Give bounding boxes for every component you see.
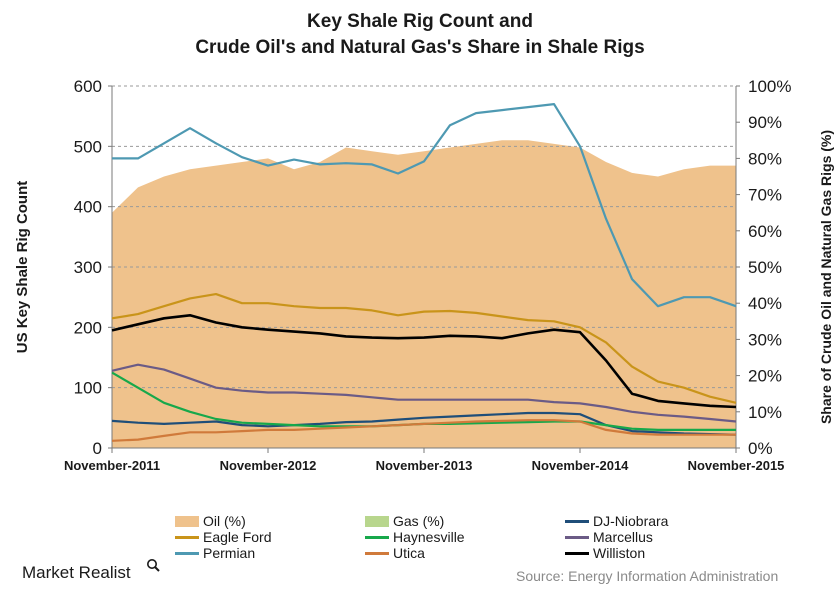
line-permian	[112, 102, 737, 308]
x-tick-label: November-2013	[376, 458, 473, 473]
chart-title: Key Shale Rig Count and	[307, 11, 533, 32]
y-axis-title: US Key Shale Rig Count	[14, 181, 31, 354]
x-tick-label: November-2011	[64, 458, 160, 473]
y-tick-label: 0	[93, 439, 102, 458]
y2-axis-title: Share of Crude Oil and Natural Gas Rigs …	[818, 130, 834, 424]
y2-tick-label: 70%	[748, 186, 782, 205]
plot-area: 0 100 200 300 400 500 600 0% 10% 20% 30% 40% 50% 60% 7…	[14, 77, 834, 473]
legend-item: Marcellus	[565, 529, 653, 545]
legend-swatch	[365, 551, 389, 555]
legend-item: Utica	[365, 545, 425, 561]
line-djniobrara	[111, 411, 737, 436]
legend-item: Oil (%)	[175, 513, 246, 529]
legend-swatch	[365, 535, 389, 539]
x-tick-label: November-2015	[688, 458, 785, 473]
area-oil	[112, 140, 736, 449]
y2-tick-label: 90%	[748, 113, 782, 132]
legend-swatch	[565, 551, 589, 555]
legend-item: DJ-Niobrara	[565, 513, 668, 529]
magnifier-icon	[147, 559, 160, 572]
legend-swatch	[175, 551, 199, 555]
y-tick-label: 100	[74, 379, 102, 398]
legend-item: Permian	[175, 545, 255, 561]
y2-tick-label: 0%	[748, 439, 773, 458]
y2-tick-label: 20%	[748, 367, 782, 386]
y2-tick-label: 50%	[748, 258, 782, 277]
legend-item: Williston	[565, 545, 645, 561]
y-tick-label: 400	[74, 198, 102, 217]
y2-tick-label: 30%	[748, 330, 782, 349]
x-tick-label: November-2012	[220, 458, 317, 473]
y-tick-label: 300	[74, 258, 102, 277]
line-eagleford	[111, 293, 737, 404]
y2-tick-label: 10%	[748, 403, 782, 422]
y-tick-label: 500	[74, 137, 102, 156]
y-tick-label: 200	[74, 318, 102, 337]
y2-tick-label: 100%	[748, 77, 791, 96]
chart-subtitle: Crude Oil's and Natural Gas's Share in S…	[195, 37, 645, 58]
legend-label: Marcellus	[593, 529, 653, 545]
brand-logo-text: Market Realist	[22, 563, 131, 582]
y-tick-label: 600	[74, 77, 102, 96]
legend-label: Utica	[393, 545, 425, 561]
legend-label: Permian	[203, 545, 256, 561]
legend-label: Gas (%)	[393, 513, 445, 529]
line-utica	[111, 419, 736, 442]
legend-swatch	[175, 515, 199, 527]
legend-item: Gas (%)	[365, 513, 444, 529]
x-tick-label: November-2014	[532, 458, 630, 473]
legend-swatch	[565, 535, 589, 539]
y2-tick-label: 60%	[748, 222, 782, 241]
legend-swatch	[175, 535, 199, 539]
legend-swatch	[365, 515, 389, 527]
legend-item: Eagle Ford	[175, 529, 271, 545]
legend-label: Williston	[593, 545, 646, 561]
y2-tick-label: 40%	[748, 294, 782, 313]
legend-label: Haynesville	[393, 529, 465, 545]
line-williston	[111, 313, 737, 409]
legend-label: Eagle Ford	[203, 529, 272, 545]
line-marcellus	[111, 363, 737, 423]
legend-item: Haynesville	[365, 529, 465, 545]
legend-swatch	[565, 519, 589, 523]
legend-label: DJ-Niobrara	[593, 513, 669, 529]
source-note: Source: Energy Information Administratio…	[516, 568, 779, 584]
y2-tick-label: 80%	[748, 149, 782, 168]
legend-label: Oil (%)	[203, 513, 246, 529]
